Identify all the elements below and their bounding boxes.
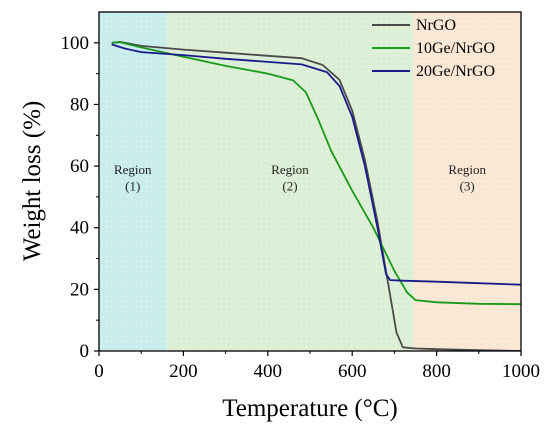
series-layer (111, 41, 521, 351)
region-2-texture (166, 12, 414, 351)
y-tick-label: 0 (80, 341, 90, 362)
legend-label-10ge-nrgo: 10Ge/NrGO (416, 40, 495, 57)
region-3-label: Region (448, 162, 486, 177)
x-tick-label: 0 (94, 361, 104, 382)
series-line-20ge-nrgo (111, 43, 521, 286)
y-axis-ticks: 0 20 40 60 80 100 (61, 33, 99, 362)
region-2-label: Region (271, 162, 309, 177)
x-tick-label: 800 (422, 361, 451, 382)
region-1-label: Region (114, 162, 152, 177)
region-labels: Region (1) Region (2) Region (3) (114, 162, 486, 194)
y-tick-label: 100 (61, 33, 90, 54)
series-line-nrgo (111, 41, 521, 351)
y-tick-label: 40 (70, 218, 89, 239)
region-1-texture (99, 12, 167, 351)
x-tick-label: 400 (254, 361, 283, 382)
legend: NrGO 10Ge/NrGO 20Ge/NrGO (372, 17, 495, 80)
region-backgrounds (99, 12, 521, 351)
x-tick-label: 600 (338, 361, 367, 382)
legend-label-nrgo: NrGO (416, 17, 456, 34)
series-line-10ge-nrgo (111, 41, 521, 306)
x-tick-label: 200 (169, 361, 198, 382)
region-3-texture (413, 12, 521, 351)
x-axis-ticks: 0 200 400 600 800 1000 (94, 351, 540, 382)
y-axis-title: Weight loss (%) (19, 101, 46, 261)
region-1-number: (1) (125, 179, 140, 194)
y-tick-label: 80 (70, 94, 89, 115)
y-tick-label: 20 (70, 279, 89, 300)
region-3-number: (3) (460, 179, 475, 194)
x-tick-label: 1000 (502, 361, 540, 382)
x-axis-title: Temperature (°C) (222, 395, 398, 422)
legend-label-20ge-nrgo: 20Ge/NrGO (416, 63, 495, 80)
region-2-number: (2) (282, 179, 297, 194)
y-tick-label: 60 (70, 156, 89, 177)
